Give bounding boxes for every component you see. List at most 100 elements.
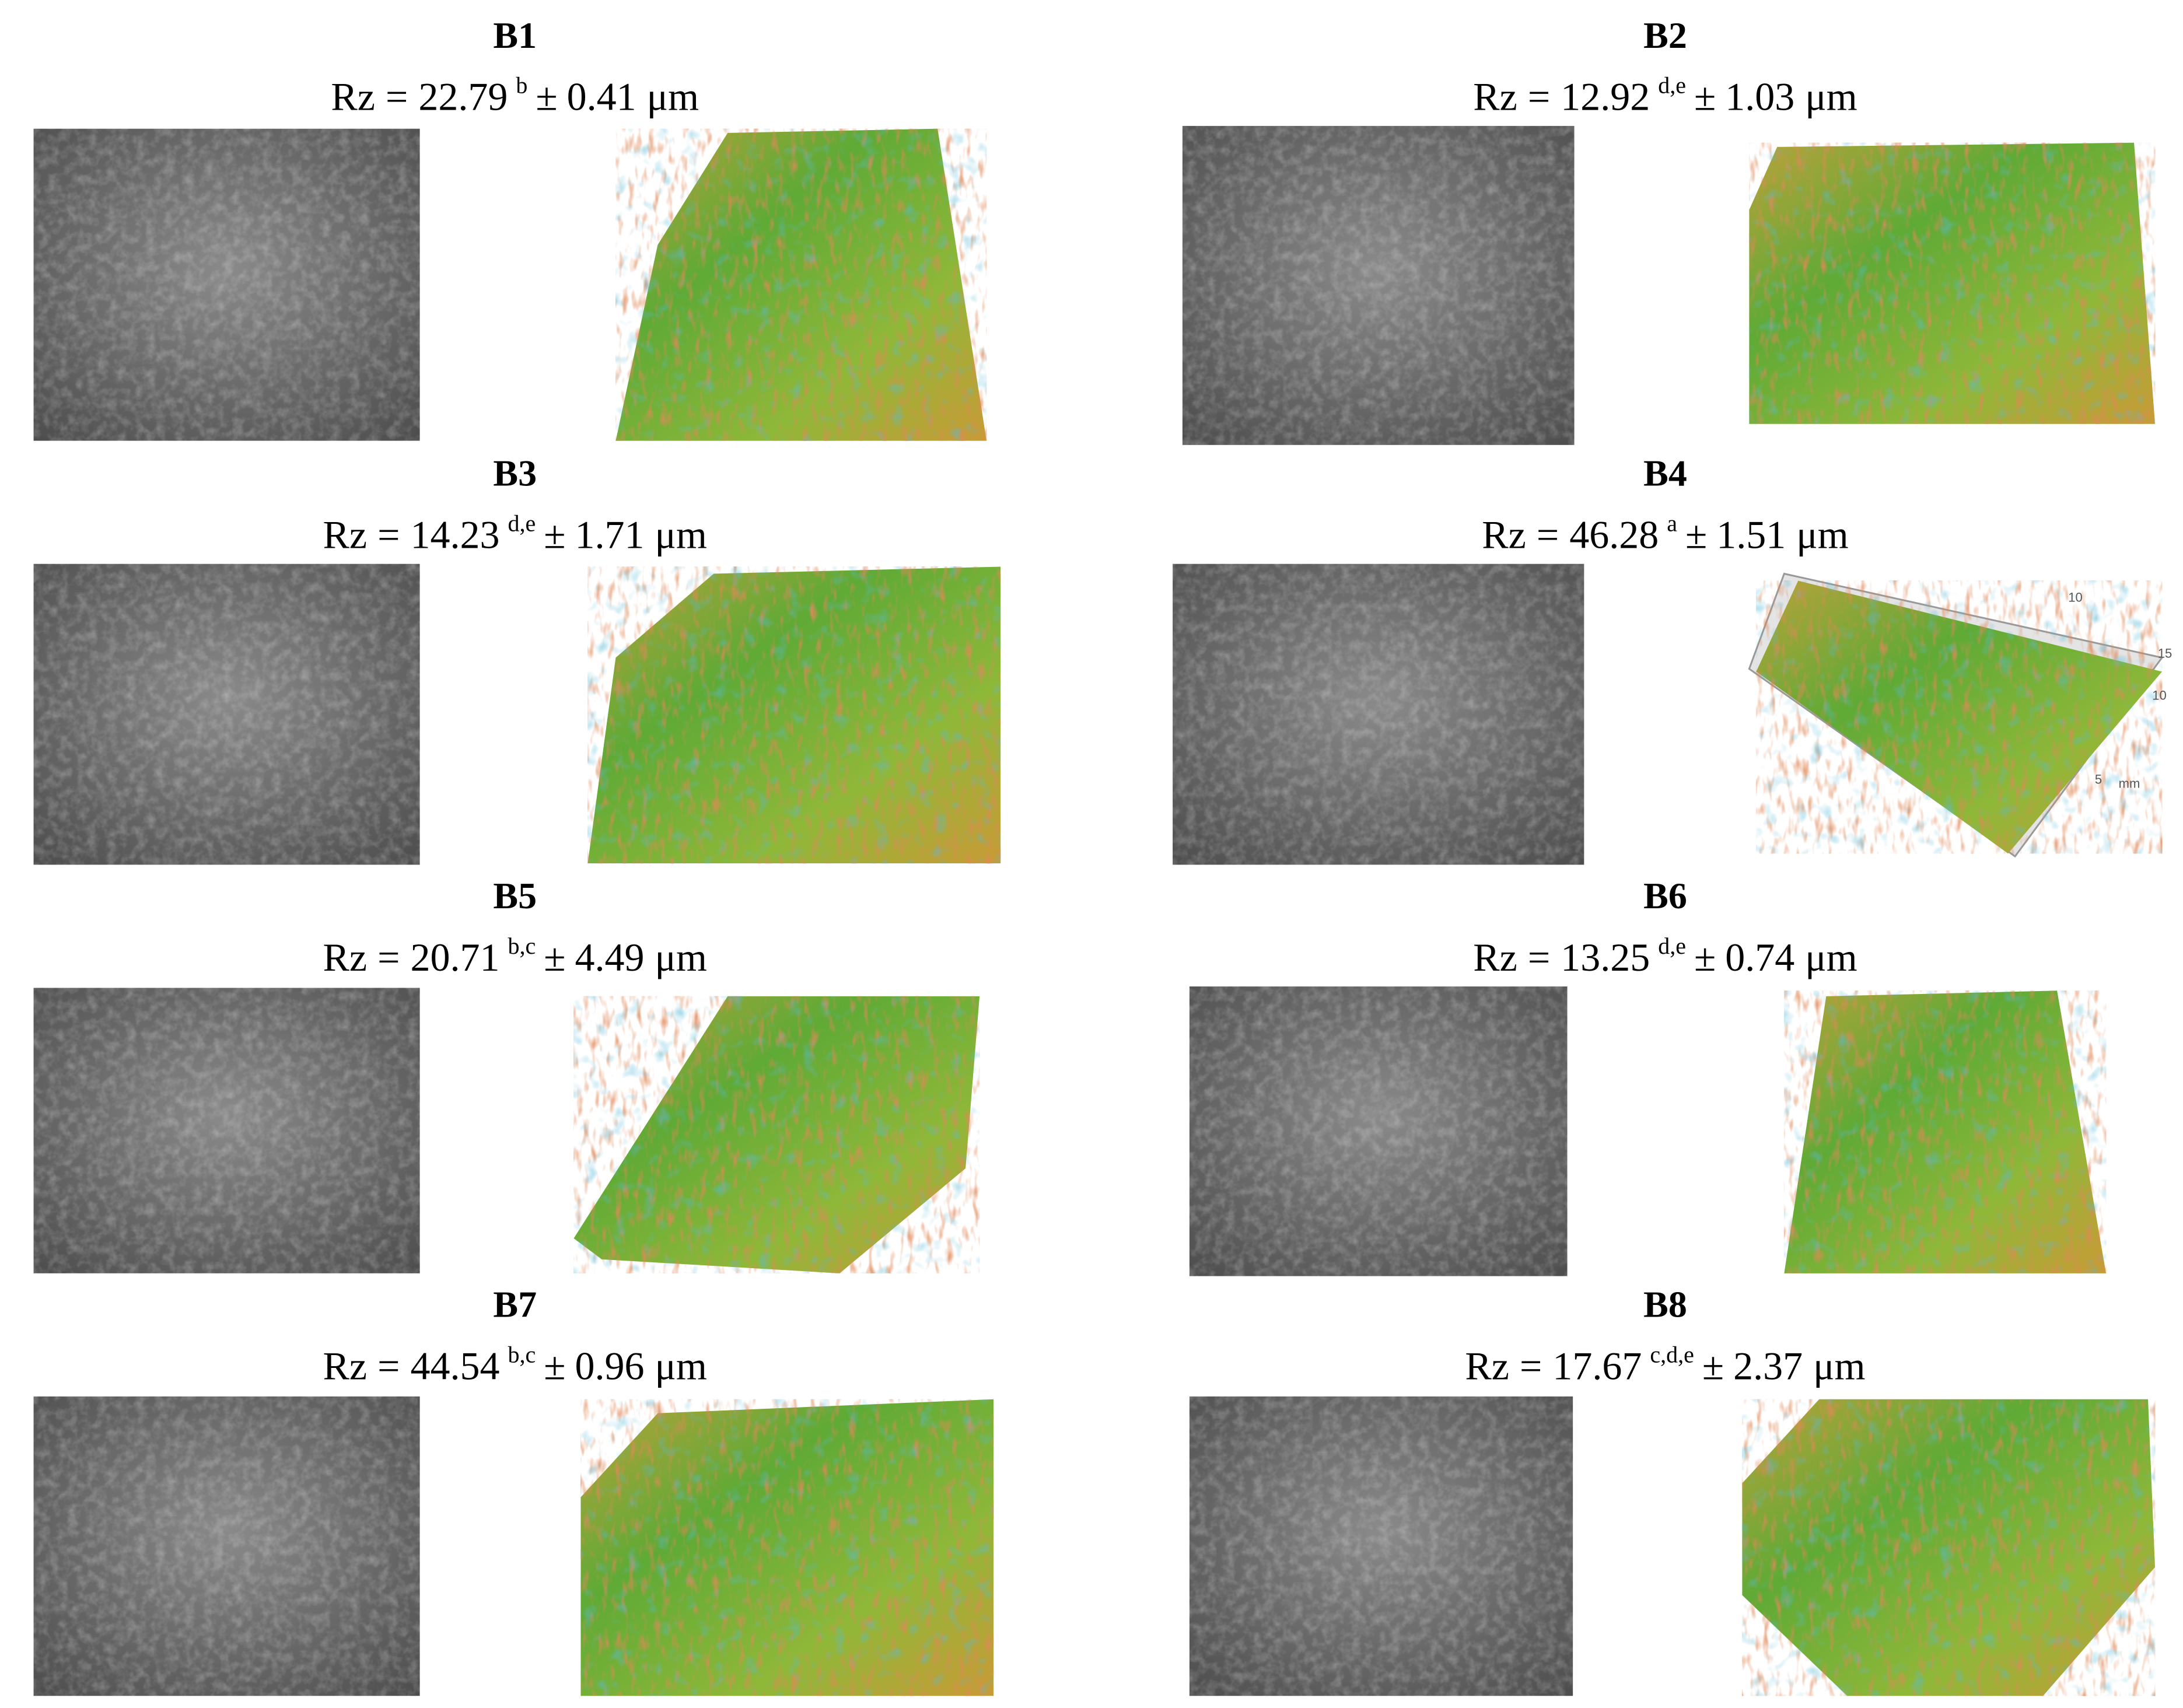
plus-minus: ± bbox=[1694, 935, 1716, 979]
significance-letters: d,e bbox=[1658, 72, 1686, 99]
surface-valleys bbox=[1742, 1399, 2156, 1696]
sd: 4.49 bbox=[575, 935, 645, 979]
micrograph bbox=[33, 1396, 420, 1696]
roughness-value: Rz = 44.54 b,c ±0.96 μm bbox=[323, 1342, 707, 1388]
panel: B1 Rz = 22.79 b ±0.41 μm bbox=[33, 15, 987, 441]
roughness-value: Rz = 20.71 b,c ±4.49 μm bbox=[323, 933, 707, 979]
plot-axis-label: 10 bbox=[2152, 688, 2166, 702]
roughness-value: Rz = 14.23 d,e ±1.71 μm bbox=[323, 510, 707, 556]
sd: 1.03 bbox=[1725, 74, 1794, 118]
panel: B5 Rz = 20.71 b,c ±4.49 μm bbox=[33, 875, 980, 1273]
sd: 0.74 bbox=[1725, 935, 1794, 979]
micrograph bbox=[33, 564, 420, 865]
equals: = bbox=[377, 1343, 400, 1388]
sd: 2.37 bbox=[1733, 1343, 1803, 1388]
unit: μm bbox=[1796, 512, 1848, 556]
micrograph bbox=[1189, 986, 1568, 1276]
mean: 22.79 bbox=[418, 74, 508, 118]
unit: μm bbox=[1805, 935, 1857, 979]
surface-valleys bbox=[1784, 991, 2107, 1273]
roughness-value: Rz = 22.79 b ±0.41 μm bbox=[331, 72, 699, 118]
sd: 0.96 bbox=[575, 1343, 645, 1388]
significance-letters: d,e bbox=[508, 510, 536, 537]
panel: B7 Rz = 44.54 b,c ±0.96 μm bbox=[33, 1283, 994, 1696]
roughness-value: Rz = 46.28 a ±1.51 μm bbox=[1482, 510, 1848, 556]
roughness-value: Rz = 13.25 d,e ±0.74 μm bbox=[1473, 933, 1857, 979]
micrograph-texture bbox=[1189, 986, 1568, 1276]
surface-plot bbox=[1749, 142, 2156, 424]
roughness-value: Rz = 17.67 c,d,e ±2.37 μm bbox=[1465, 1342, 1865, 1388]
plus-minus: ± bbox=[544, 1343, 565, 1388]
unit: μm bbox=[655, 935, 707, 979]
plus-minus: ± bbox=[536, 74, 557, 118]
panel-title: B5 bbox=[493, 875, 537, 916]
panel-title: B7 bbox=[493, 1283, 537, 1325]
micrograph bbox=[1182, 125, 1575, 445]
mean: 20.71 bbox=[410, 935, 499, 979]
micrograph-texture bbox=[33, 1396, 420, 1696]
surface-plot bbox=[1742, 1399, 2156, 1696]
rz-label: Rz bbox=[323, 512, 368, 556]
plus-minus: ± bbox=[1685, 512, 1707, 556]
mean: 14.23 bbox=[410, 512, 499, 556]
surface-plot bbox=[573, 996, 980, 1273]
significance-letters: a bbox=[1667, 510, 1677, 537]
rz-label: Rz bbox=[1465, 1343, 1509, 1388]
equals: = bbox=[1537, 512, 1559, 556]
panel-title: B3 bbox=[493, 453, 537, 494]
mean: 46.28 bbox=[1569, 512, 1659, 556]
mean: 12.92 bbox=[1561, 74, 1650, 118]
rz-label: Rz bbox=[1473, 935, 1517, 979]
panel-title: B2 bbox=[1643, 15, 1687, 56]
unit: μm bbox=[655, 512, 707, 556]
panel: B2 Rz = 12.92 d,e ±1.03 μm bbox=[1182, 15, 2156, 445]
micrograph-texture bbox=[33, 988, 420, 1273]
significance-letters: d,e bbox=[1658, 933, 1686, 959]
micrograph-texture bbox=[1189, 1396, 1573, 1696]
plus-minus: ± bbox=[544, 512, 565, 556]
panel: B4 Rz = 46.28 a ±1.51 μm 10 15 10 5 mm bbox=[1173, 453, 2172, 865]
significance-letters: b,c bbox=[508, 933, 536, 959]
rz-label: Rz bbox=[1473, 74, 1517, 118]
micrograph-texture bbox=[33, 128, 420, 441]
surface-valleys bbox=[587, 566, 1001, 864]
panel: B3 Rz = 14.23 d,e ±1.71 μm bbox=[33, 453, 1001, 865]
panel-title: B4 bbox=[1643, 453, 1687, 494]
unit: μm bbox=[1813, 1343, 1865, 1388]
panel: B6 Rz = 13.25 d,e ±0.74 μm bbox=[1189, 875, 2107, 1276]
mean: 44.54 bbox=[410, 1343, 499, 1388]
panel-title: B6 bbox=[1643, 875, 1687, 916]
surface-plot: 10 15 10 5 mm bbox=[1748, 572, 2172, 858]
plus-minus: ± bbox=[544, 935, 565, 979]
equals: = bbox=[386, 74, 408, 118]
plus-minus: ± bbox=[1694, 74, 1716, 118]
surface-valleys bbox=[573, 996, 980, 1273]
sd: 0.41 bbox=[567, 74, 636, 118]
micrograph bbox=[33, 988, 420, 1273]
mean: 17.67 bbox=[1552, 1343, 1642, 1388]
equals: = bbox=[377, 935, 400, 979]
micrograph-texture bbox=[33, 564, 420, 865]
surface-plot bbox=[580, 1399, 994, 1696]
unit: μm bbox=[1805, 74, 1857, 118]
panel: B8 Rz = 17.67 c,d,e ±2.37 μm bbox=[1189, 1283, 2156, 1696]
significance-letters: c,d,e bbox=[1650, 1342, 1694, 1368]
surface-valleys bbox=[1756, 580, 2163, 854]
equals: = bbox=[1520, 1343, 1542, 1388]
unit: μm bbox=[647, 74, 699, 118]
plot-axis-label: mm bbox=[2119, 776, 2140, 790]
micrograph bbox=[1173, 564, 1584, 865]
rz-label: Rz bbox=[1482, 512, 1526, 556]
plot-axis-label: 15 bbox=[2158, 646, 2172, 660]
equals: = bbox=[1528, 935, 1550, 979]
micrograph bbox=[1189, 1396, 1573, 1696]
roughness-value: Rz = 12.92 d,e ±1.03 μm bbox=[1473, 72, 1857, 118]
surface-plot bbox=[1784, 991, 2107, 1273]
surface-valleys bbox=[1749, 142, 2156, 424]
plot-axis-label: 10 bbox=[2068, 590, 2082, 604]
significance-letters: b,c bbox=[508, 1342, 536, 1368]
sd: 1.71 bbox=[575, 512, 645, 556]
surface-plot bbox=[615, 128, 987, 441]
